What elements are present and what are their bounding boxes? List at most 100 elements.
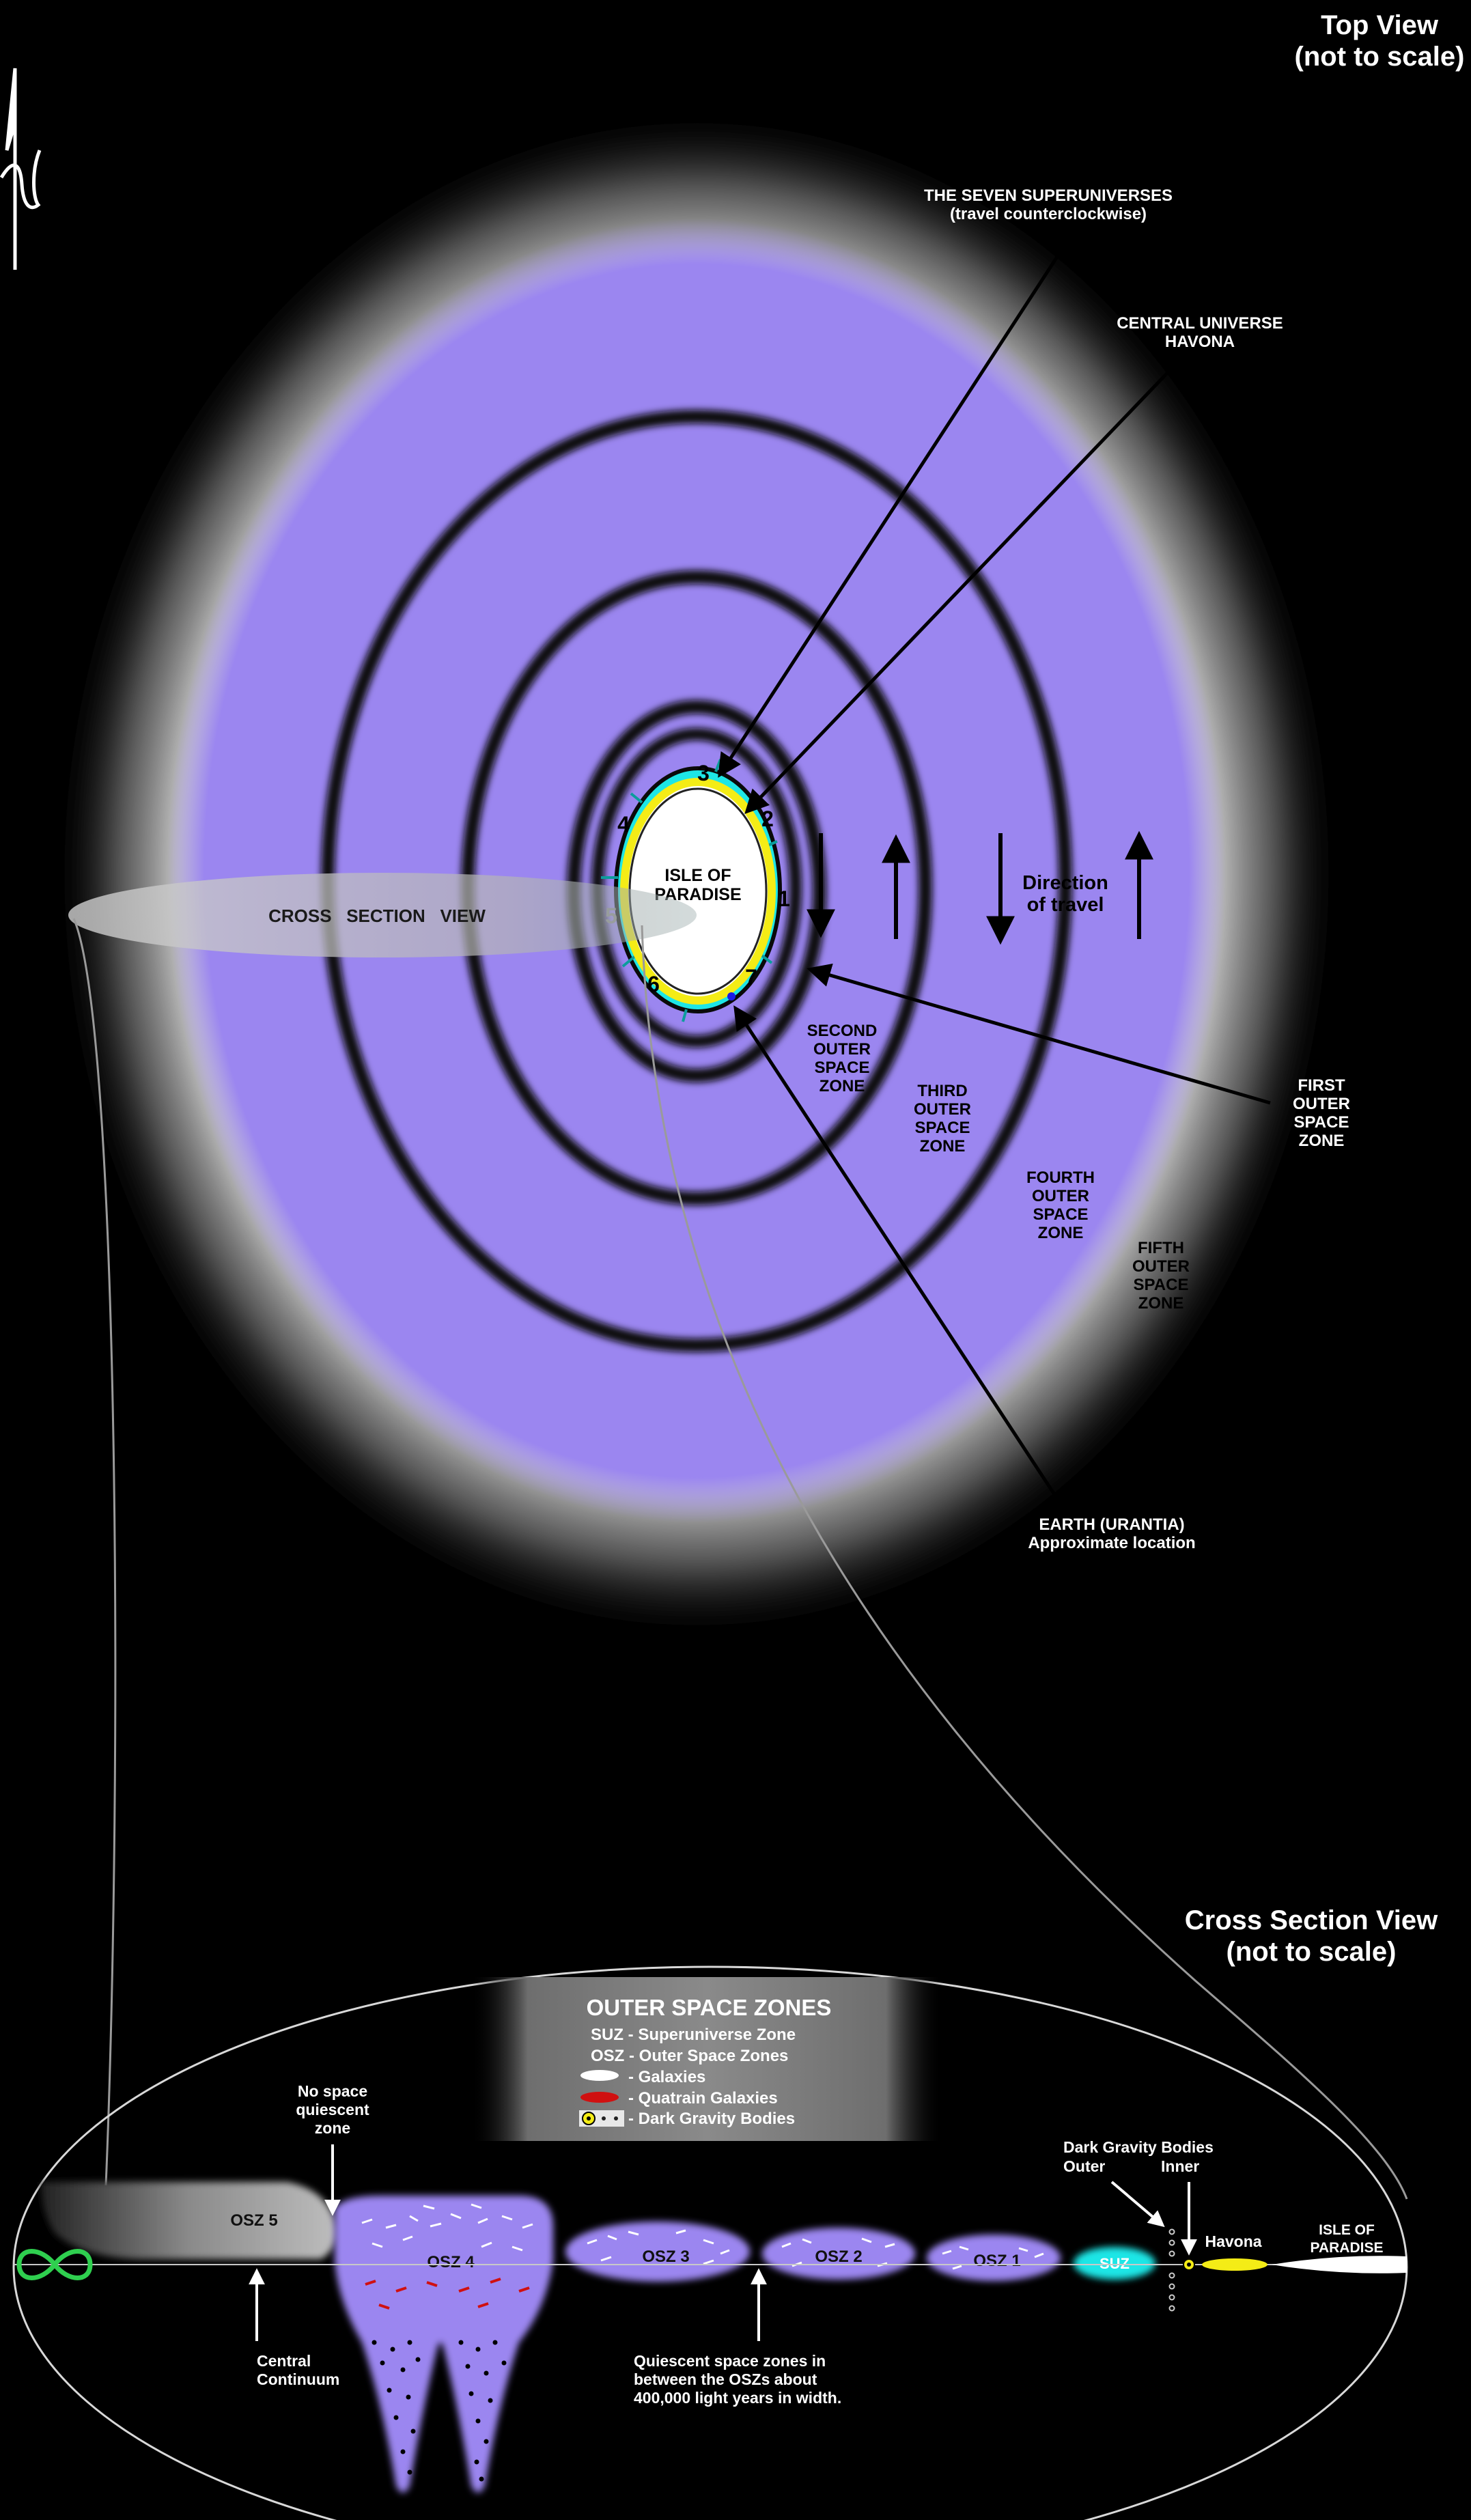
fourth-osz-word-4: ZONE [1038, 1224, 1084, 1242]
inner-label: Inner [1161, 2157, 1199, 2175]
inner-dark-gravity-bodies [1183, 2258, 1195, 2271]
legend-title: OUTER SPACE ZONES [587, 1995, 832, 2020]
central-universe-line2: HAVONA [1165, 333, 1235, 351]
osz4-zone [335, 2196, 553, 2493]
fourth-osz-word-1: FOURTH [1026, 1168, 1095, 1187]
dark-gravity-label: Dark Gravity Bodies [1063, 2138, 1214, 2156]
fifth-osz-word-1: FIFTH [1138, 1239, 1184, 1257]
third-osz-word-4: ZONE [920, 1137, 966, 1156]
cs-isle-line1: ISLE OF [1319, 2222, 1375, 2238]
osz1-galaxies [942, 2245, 1044, 2270]
cross-section-view-label: CROSS SECTION VIEW [268, 906, 486, 926]
first-osz-word-3: SPACE [1294, 1113, 1349, 1132]
pointer-first-osz [807, 963, 1271, 1105]
legend-osz: OSZ - Outer Space Zones [591, 2047, 788, 2065]
osz4-dark-gravity-bodies [372, 2340, 507, 2482]
second-osz-word-3: SPACE [815, 1059, 870, 1077]
first-osz-word-4: ZONE [1299, 1132, 1345, 1150]
havona-zone [1202, 2258, 1267, 2271]
legend-galaxy-icon [580, 2070, 619, 2081]
seven-superuniverses-line2: (travel counterclockwise) [950, 205, 1147, 223]
direction-label-line1: Direction [1022, 872, 1108, 894]
quiescent-line2: between the OSZs about [634, 2370, 817, 2388]
third-osz-word-1: THIRD [917, 1082, 967, 1100]
no-space-line1: No space [298, 2082, 367, 2100]
central-continuum-line1: Central [257, 2352, 311, 2370]
north-logo-icon [0, 68, 42, 270]
outer-arrow [1110, 2181, 1165, 2228]
paradise-zone [1272, 2256, 1407, 2273]
fourth-osz-label: FOURTH OUTER SPACE ZONE [1026, 1168, 1095, 1242]
su-number-3: 3 [697, 761, 710, 785]
su-number-1: 1 [778, 886, 790, 911]
earth-marker [727, 992, 736, 1000]
fifth-osz-word-3: SPACE [1134, 1276, 1189, 1294]
direction-arrows [807, 830, 1153, 945]
no-space-line2: quiescent [296, 2101, 369, 2118]
third-osz-label: THIRD OUTER SPACE ZONE [914, 1082, 971, 1156]
connector-left [72, 918, 117, 2186]
fifth-osz-label: FIFTH OUTER SPACE ZONE [1132, 1239, 1190, 1313]
legend-dark-gravity-icon [579, 2110, 624, 2127]
pointer-earth [733, 1005, 1064, 1507]
su-number-4: 4 [617, 812, 630, 837]
legend-suz: SUZ - Superuniverse Zone [591, 2026, 796, 2044]
earth-label-line2: Approximate location [1028, 1534, 1195, 1552]
osz4-quatrain-galaxies [365, 2278, 530, 2310]
central-continuum-line2: Continuum [257, 2370, 339, 2388]
third-osz-word-3: SPACE [915, 1119, 970, 1137]
outer-dark-gravity-bodies [1168, 2228, 1175, 2312]
osz4-label: OSZ 4 [427, 2253, 475, 2271]
direction-label-line2: of travel [1027, 894, 1104, 916]
connector-right [641, 925, 1408, 2200]
su-number-7: 7 [745, 965, 757, 990]
pointer-havona [744, 364, 1176, 815]
osz2-zone [762, 2228, 915, 2280]
osz3-label: OSZ 3 [642, 2248, 689, 2266]
fifth-osz-word-4: ZONE [1138, 1294, 1184, 1313]
third-osz-word-2: OUTER [914, 1100, 971, 1119]
first-osz-word-2: OUTER [1293, 1095, 1350, 1113]
top-view-title-line1: Top View [1321, 10, 1439, 40]
outer-label: Outer [1063, 2157, 1105, 2175]
legend-quatrain: - Quatrain Galaxies [628, 2089, 778, 2108]
first-osz-label: FIRST OUTER SPACE ZONE [1293, 1076, 1350, 1150]
pointer-superuniverses [718, 238, 1071, 778]
fourth-osz-word-2: OUTER [1032, 1187, 1089, 1205]
seven-superuniverses-line1: THE SEVEN SUPERUNIVERSES [924, 186, 1173, 205]
pointer-lines [718, 238, 1271, 1507]
isle-paradise-line1: ISLE OF [664, 866, 731, 885]
second-osz-word-4: ZONE [819, 1077, 865, 1095]
osz3-galaxies [587, 2229, 730, 2265]
cross-section-title-line1: Cross Section View [1185, 1905, 1438, 1935]
second-osz-word-1: SECOND [807, 1022, 878, 1040]
legend-dark-gravity: - Dark Gravity Bodies [628, 2110, 795, 2128]
earth-label-line1: EARTH (URANTIA) [1039, 1515, 1184, 1534]
fourth-osz-word-3: SPACE [1033, 1205, 1089, 1224]
suz-label: SUZ [1099, 2255, 1130, 2272]
infinity-icon [16, 2249, 93, 2280]
top-view-title-line2: (not to scale) [1295, 42, 1465, 72]
top-view: ISLE OF PARADISE 1 2 3 4 5 6 7 CROSS SEC… [0, 10, 1465, 1639]
havona-label: Havona [1205, 2232, 1261, 2250]
osz1-label: OSZ 1 [973, 2252, 1020, 2270]
second-osz-word-2: OUTER [813, 1040, 871, 1059]
osz5-zone [41, 2182, 337, 2259]
fifth-osz-word-2: OUTER [1132, 1257, 1190, 1276]
legend-box [471, 1977, 942, 2141]
legend-galaxies: - Galaxies [628, 2068, 705, 2086]
osz2-label: OSZ 2 [815, 2248, 862, 2266]
cs-isle-line2: PARADISE [1311, 2240, 1384, 2256]
first-osz-word-1: FIRST [1298, 1076, 1345, 1095]
suz-zone [1074, 2247, 1155, 2280]
su-number-2: 2 [761, 807, 774, 831]
su-number-6: 6 [647, 972, 660, 996]
cross-section-band [68, 873, 697, 957]
osz5-label: OSZ 5 [230, 2211, 277, 2230]
cross-section-title-line2: (not to scale) [1227, 1937, 1397, 1967]
cross-section-view: Cross Section View (not to scale) OUTER … [12, 1905, 1438, 2520]
legend-quatrain-icon [580, 2092, 619, 2103]
second-osz-label: SECOND OUTER SPACE ZONE [807, 1022, 878, 1095]
quiescent-line3: 400,000 light years in width. [634, 2389, 841, 2407]
